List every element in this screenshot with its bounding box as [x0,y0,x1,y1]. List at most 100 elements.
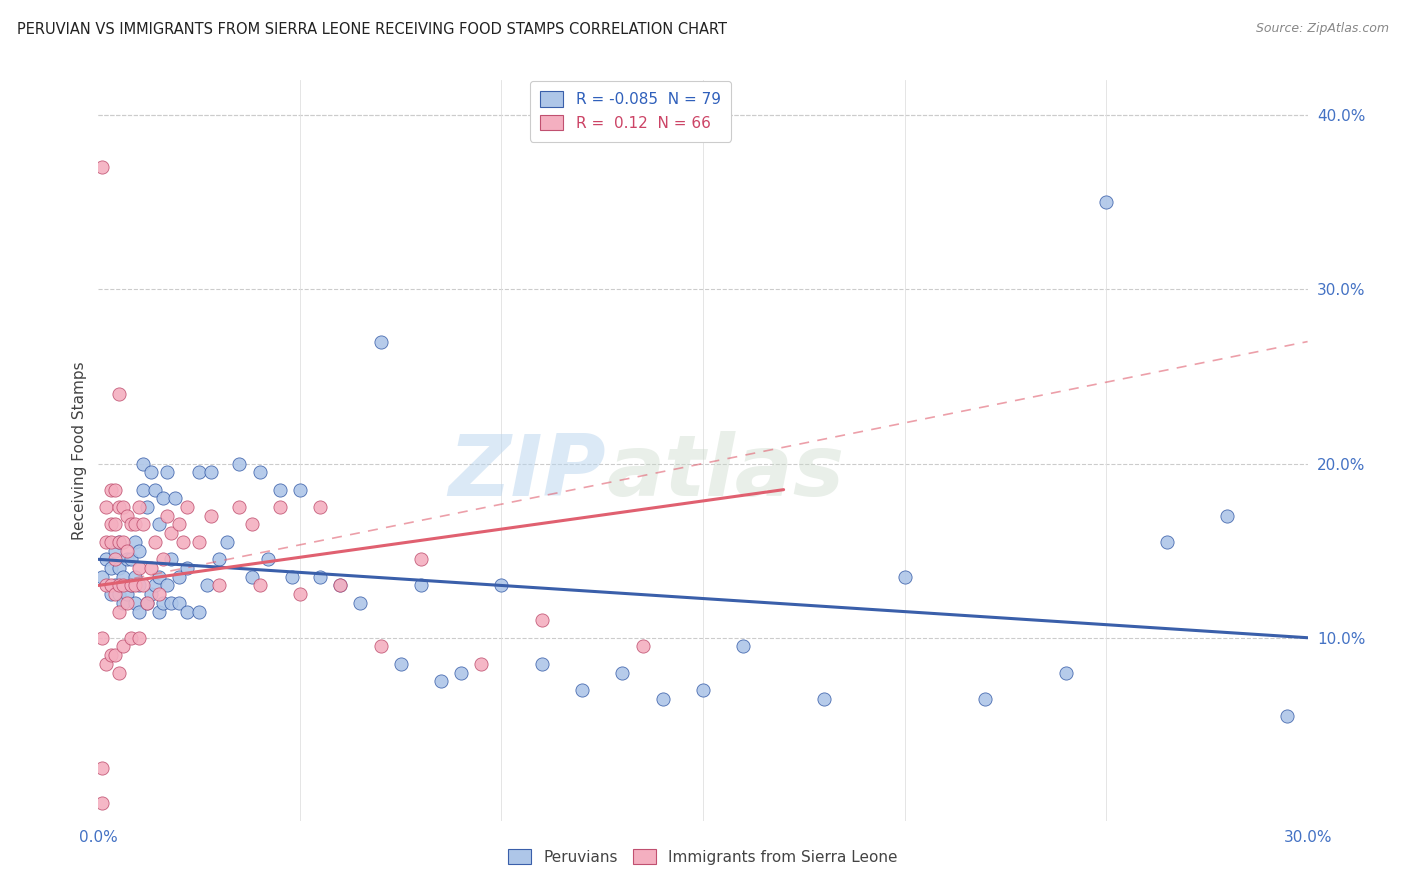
Point [115,552,138,566]
Point [96,552,118,566]
Point [156,465,179,479]
Point [188,605,211,619]
Point [103,587,125,601]
Point [100,648,122,662]
Point [176,561,198,575]
Point [389,657,412,671]
Point [132,517,155,532]
Point [217,535,239,549]
Point [167,570,190,584]
Point [103,543,125,558]
Point [430,674,453,689]
Point [249,465,271,479]
Point [188,465,211,479]
Point [156,578,179,592]
Point [281,570,304,584]
Point [103,483,125,497]
Point [491,578,513,592]
Point [188,535,211,549]
Point [100,578,122,592]
Point [111,570,134,584]
Point [530,657,553,671]
Point [571,683,593,698]
Point [91,796,114,810]
Point [612,665,634,680]
Point [200,508,222,523]
Point [143,535,166,549]
Point [530,613,553,627]
Point [269,500,291,514]
Point [91,161,114,175]
Point [1156,535,1178,549]
Point [470,657,492,671]
Point [240,517,263,532]
Point [107,587,129,601]
Point [152,596,174,610]
Point [249,578,271,592]
Point [107,605,129,619]
Point [128,605,150,619]
Text: Source: ZipAtlas.com: Source: ZipAtlas.com [1256,22,1389,36]
Point [269,483,291,497]
Point [96,657,118,671]
Point [349,596,371,610]
Point [128,631,150,645]
Point [893,570,915,584]
Point [115,587,138,601]
Point [974,691,997,706]
Point [124,517,146,532]
Point [120,578,142,592]
Point [156,508,179,523]
Point [160,596,183,610]
Point [143,578,166,592]
Point [167,517,190,532]
Point [132,457,155,471]
Point [100,587,122,601]
Point [115,508,138,523]
Point [107,500,129,514]
Text: ZIP: ZIP [449,431,606,514]
Point [96,500,118,514]
Point [172,535,194,549]
Point [103,578,125,592]
Point [135,596,157,610]
Point [100,535,122,549]
Point [124,570,146,584]
Point [103,517,125,532]
Point [107,561,129,575]
Point [167,596,190,610]
Point [288,587,311,601]
Point [329,578,352,592]
Point [651,691,673,706]
Point [135,596,157,610]
Point [208,552,231,566]
Point [176,500,198,514]
Point [132,578,155,592]
Point [103,552,125,566]
Point [152,491,174,506]
Point [91,631,114,645]
Point [91,570,114,584]
Point [370,640,392,654]
Point [148,570,170,584]
Point [148,605,170,619]
Point [160,552,183,566]
Point [100,561,122,575]
Point [115,596,138,610]
Point [288,483,311,497]
Point [120,517,142,532]
Point [124,596,146,610]
Point [91,761,114,775]
Point [148,587,170,601]
Point [160,526,183,541]
Point [692,683,714,698]
Point [195,578,218,592]
Point [103,648,125,662]
Point [124,535,146,549]
Point [120,552,142,566]
Point [111,535,134,549]
Point [631,640,654,654]
Point [124,578,146,592]
Point [409,578,432,592]
Point [309,500,332,514]
